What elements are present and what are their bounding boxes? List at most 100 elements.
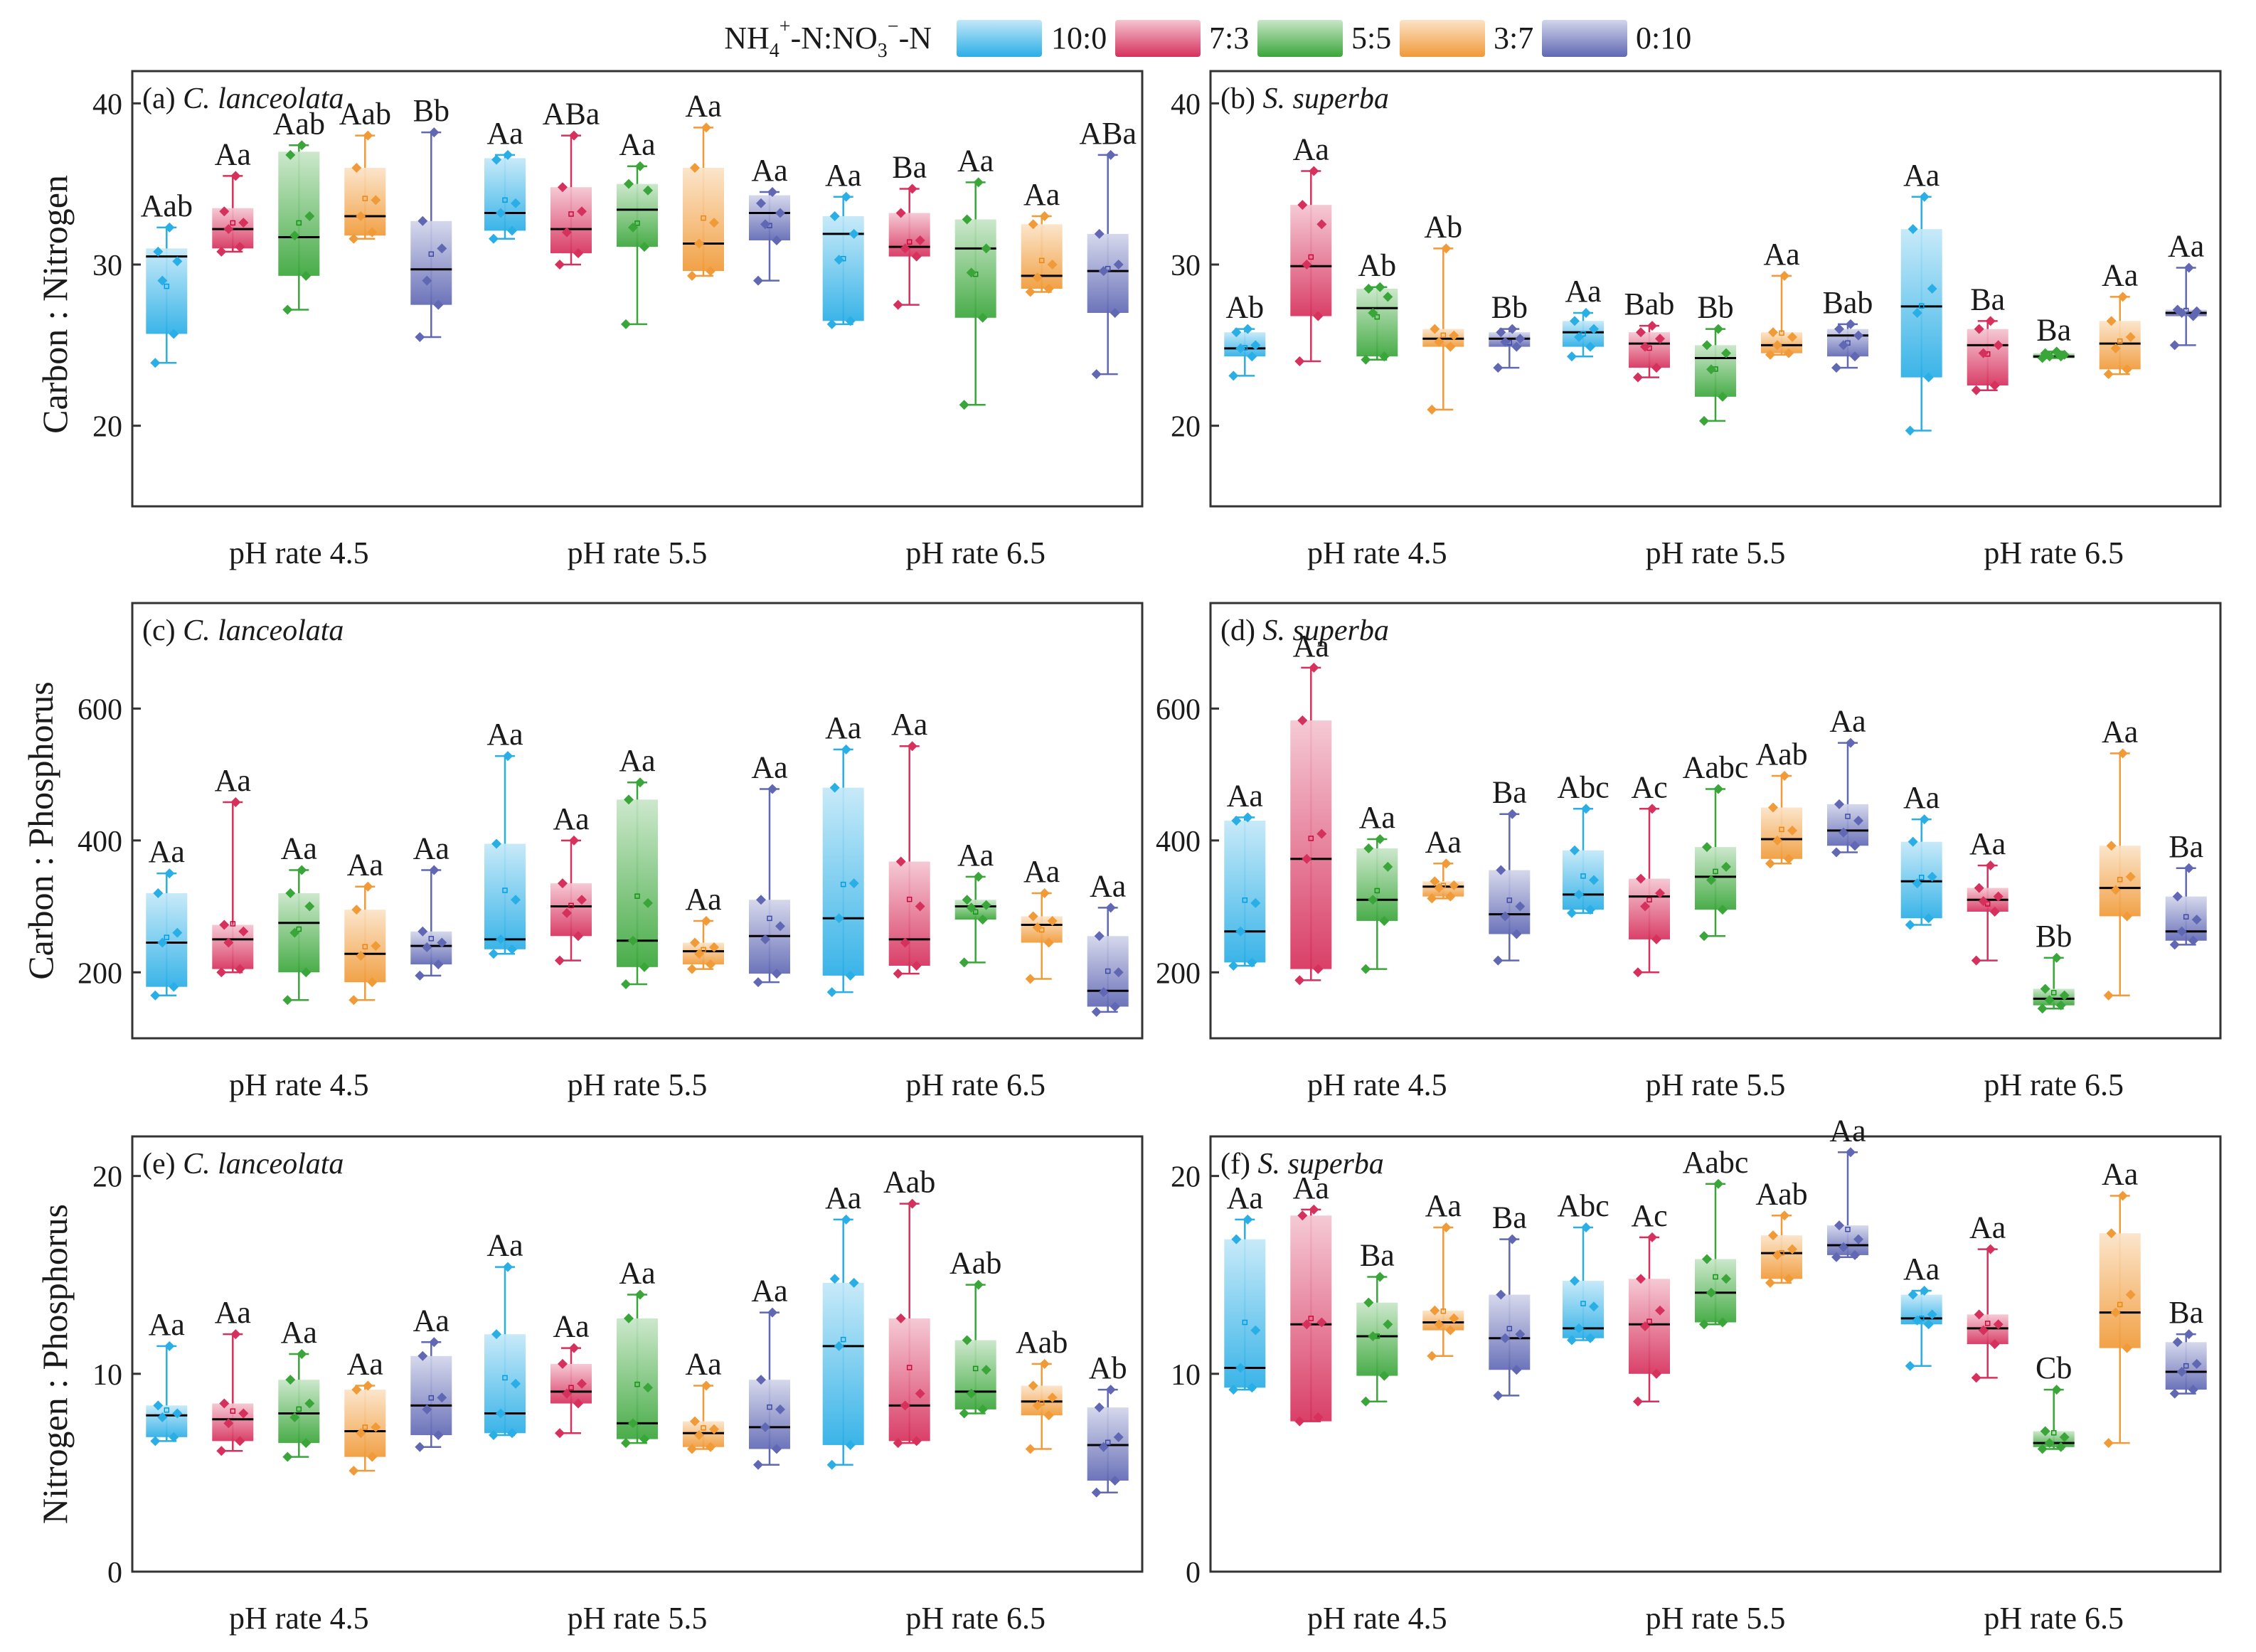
data-point [2117,748,2128,759]
data-point [569,835,579,846]
ylabel-row-1: Carbon : Nitrogen [35,175,75,434]
data-point [2044,1438,2055,1449]
data-point [157,1412,168,1423]
data-point [422,275,432,286]
data-point [363,881,373,892]
data-point [643,185,653,196]
box-body [278,151,320,276]
data-point [845,316,856,326]
data-point [1585,905,1595,915]
x-category-label: pH rate 5.5 [568,1067,708,1102]
data-point [1989,906,2000,917]
data-point [962,214,972,225]
data-point [907,1198,917,1209]
significance-label: Ba [892,149,927,184]
data-point [169,1432,179,1442]
data-point [1091,1006,1102,1017]
data-point [1784,1274,1794,1284]
data-point [216,1446,227,1456]
box-3-7: Aa [2099,714,2141,1001]
significance-label: Aab [883,1165,935,1200]
box-body [212,1403,254,1441]
box-10-0: Aa [1224,778,1266,971]
data-point [1294,1416,1305,1427]
significance-label: Aa [1227,778,1263,813]
mean-marker [568,902,574,909]
data-point [981,1365,991,1375]
data-point [1250,897,1261,908]
box-7-3: Aa [1967,1210,2008,1383]
data-point [826,319,837,329]
box-7-3: Aa [1290,629,1332,986]
box-10-0: Aa [1900,158,1942,436]
significance-label: Aa [347,1347,383,1382]
data-point [491,838,501,849]
y-tick-label: 600 [78,693,122,726]
panel-letter: (b) [1220,82,1262,115]
data-point [1978,348,1989,358]
data-point [1589,324,1599,334]
data-point [1302,260,1312,270]
data-point [511,198,521,208]
data-point [304,211,315,221]
data-point [1309,1204,1319,1215]
data-point [1235,343,1246,353]
data-point [1570,316,1580,326]
data-point [1581,1222,1591,1232]
data-point [282,1451,293,1462]
data-point [1713,324,1723,334]
data-point [1032,1400,1043,1411]
data-point [1831,847,1841,858]
panel-title: (d) S. superba [1220,614,1389,647]
data-point [907,741,917,752]
data-point [915,901,925,912]
data-point [1375,282,1385,292]
data-point [1047,260,1058,270]
box-3-7: Ab [1422,209,1464,415]
panel-f-s-superba-nitrogen-phosphorus: 0 10 20 (f) S. superba pH rate 4.5 Aa Aa Ba Aa Ba… [1171,1113,2222,1636]
data-point [230,1329,241,1340]
box-3-7: Aa [2099,257,2141,380]
data-point [1765,349,1775,360]
legend-swatch-7-3 [1115,20,1201,57]
data-point [304,901,315,912]
box-7-3: Aa [212,763,254,978]
data-point [1923,1319,1934,1330]
box-5-5: Cb [2033,1350,2075,1454]
data-point [235,964,245,974]
data-point [1113,260,1124,270]
box-5-5: Aa [954,143,996,410]
data-point [1493,955,1504,966]
mean-marker [1242,897,1248,903]
mean-marker [906,1365,912,1370]
data-point [417,1350,428,1361]
box-5-5: Aab [949,1246,1001,1419]
mean-marker [1105,968,1111,974]
mean-marker [2050,1430,2057,1436]
box-body [954,1340,996,1409]
significance-label: Aa [1969,826,2006,861]
data-point [621,979,631,989]
legend-label-0-10: 0:10 [1636,21,1691,55]
data-point [577,206,587,217]
legend-swatch-3-7 [1400,20,1485,57]
data-point [1633,372,1643,383]
mean-marker [1440,1308,1447,1314]
mean-marker [634,1381,640,1387]
data-point [834,255,844,265]
data-point [1228,961,1239,971]
data-point [628,935,638,946]
data-point [1028,1380,1038,1391]
data-point [1985,316,1996,326]
box-body [1967,329,2008,385]
mean-marker [2117,1301,2123,1308]
data-point [1768,1230,1778,1241]
data-point [1585,1333,1595,1343]
data-point [507,944,517,954]
data-point [2059,1432,2070,1442]
x-category-label: pH rate 5.5 [1646,1601,1786,1636]
box-3-7: Aa [2099,1156,2141,1449]
box-0-10: Aa [410,1303,452,1452]
data-point [1375,833,1385,844]
data-point [1923,913,1934,924]
